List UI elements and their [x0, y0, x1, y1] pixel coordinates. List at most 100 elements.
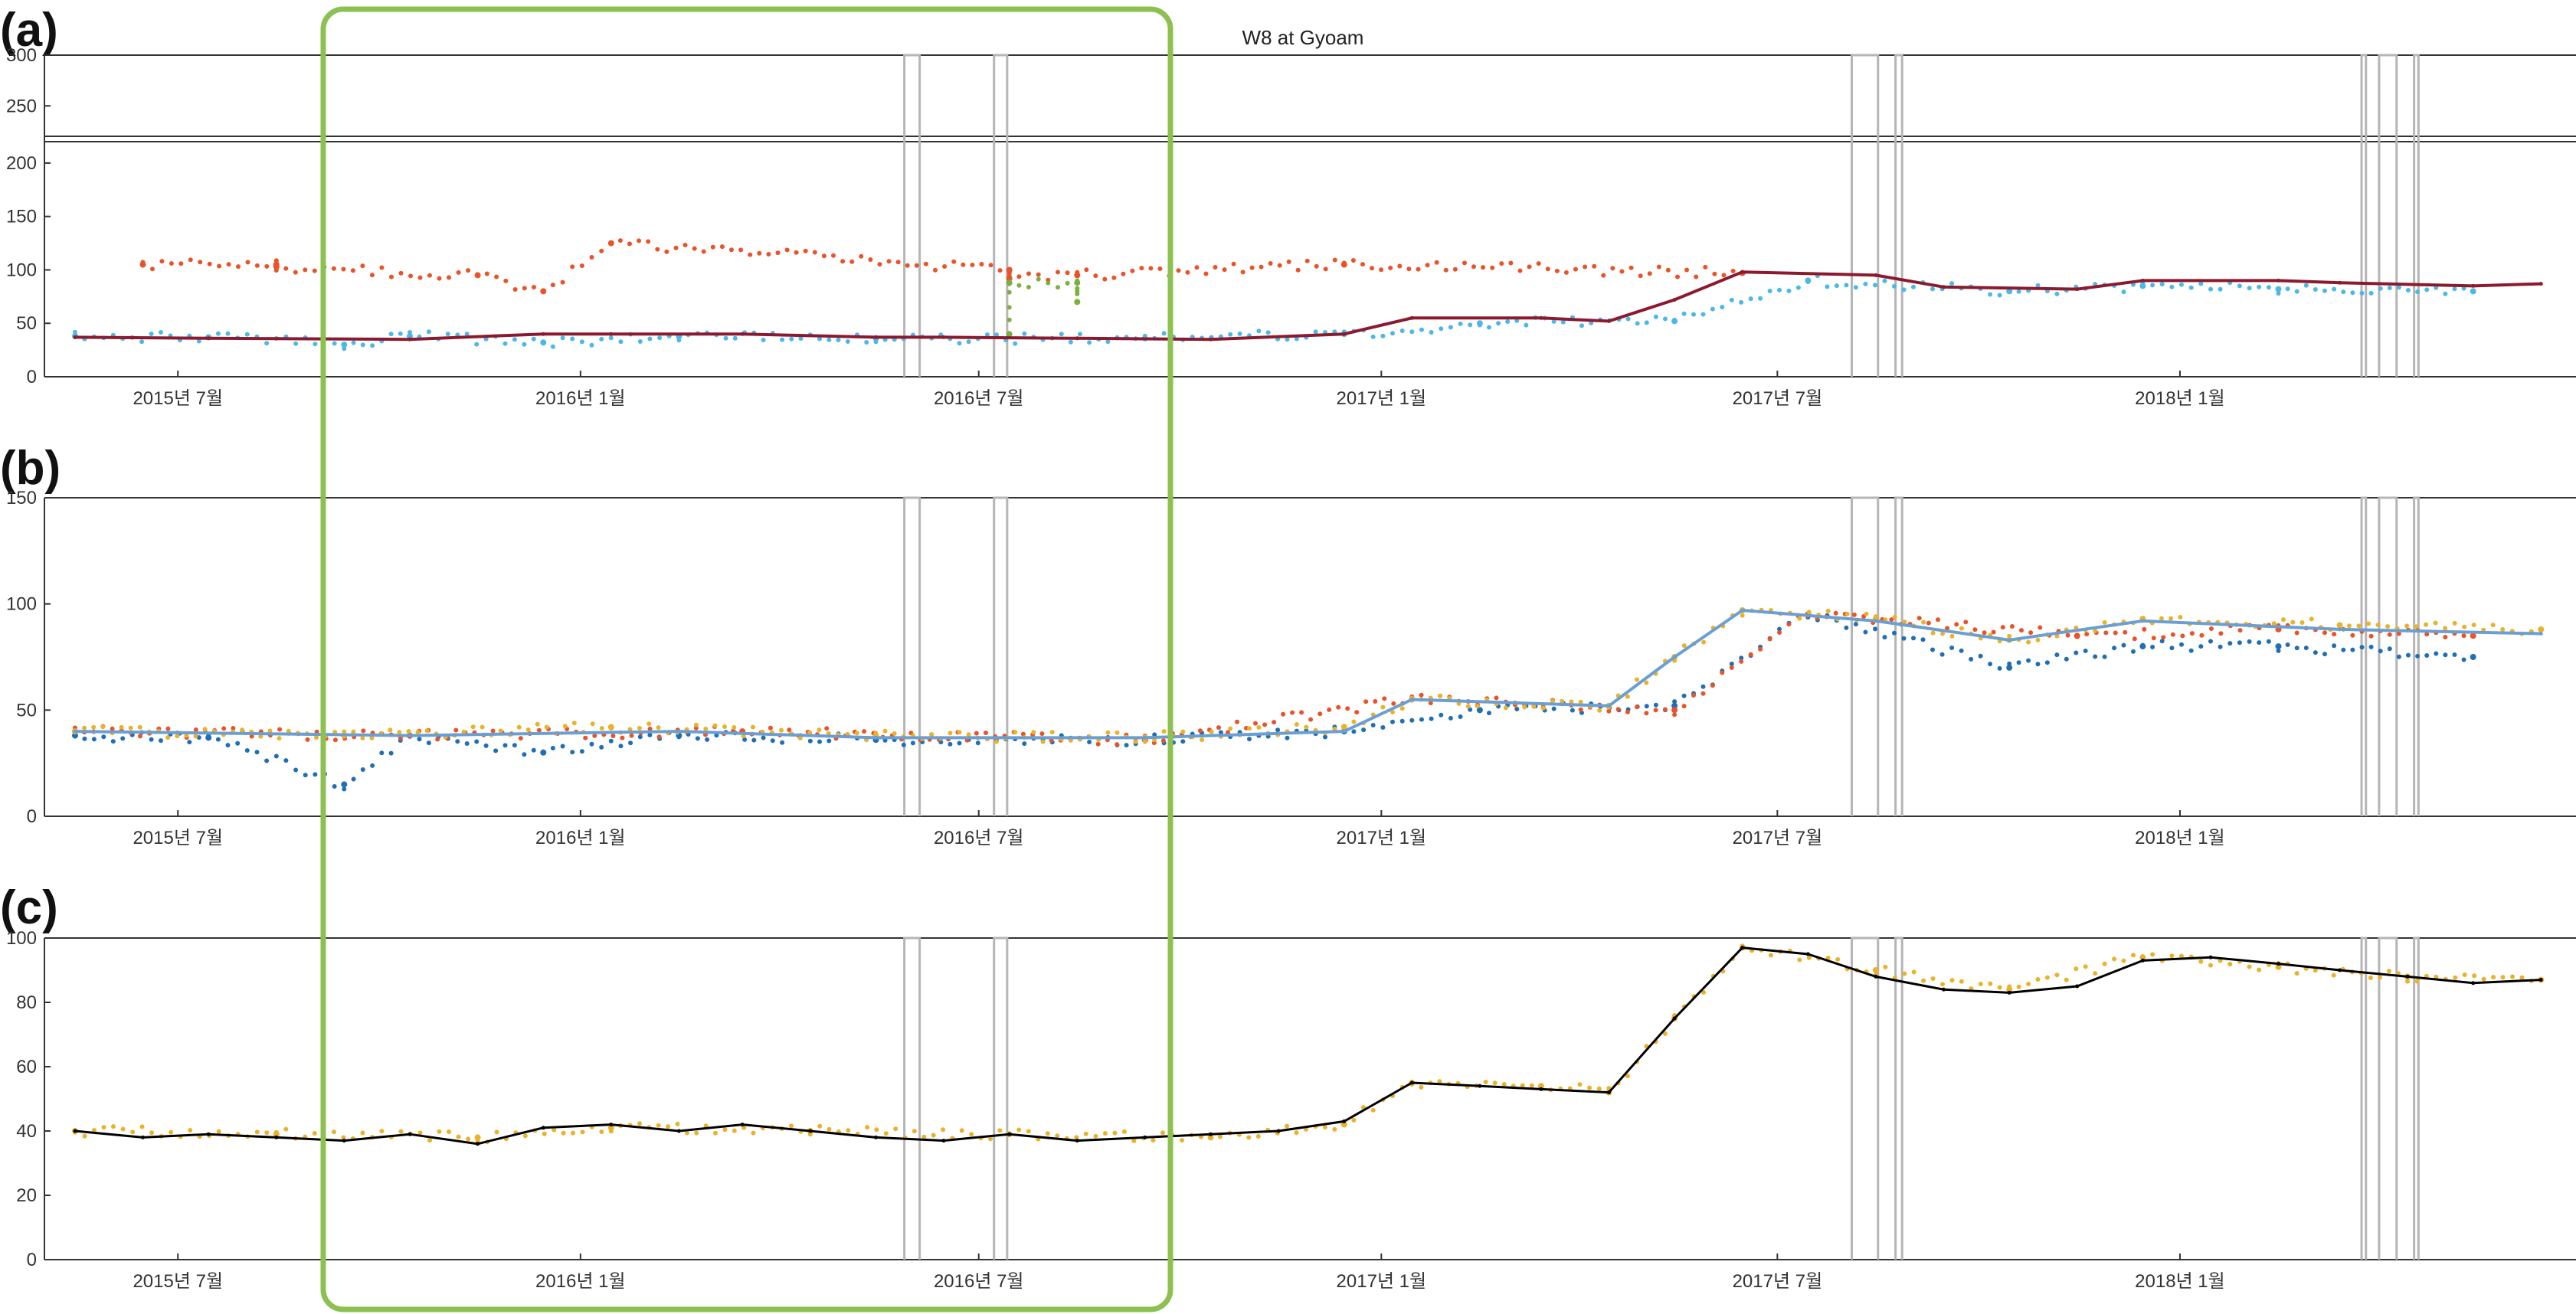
data-point [1635, 704, 1640, 710]
data-point [1844, 625, 1849, 630]
data-point [193, 734, 198, 739]
data-point [1083, 1131, 1088, 1136]
data-point [408, 330, 412, 335]
data-point [314, 735, 319, 740]
data-point [2000, 625, 2005, 630]
x-tick-label: 2016년 7월 [934, 1271, 1024, 1292]
data-point [656, 725, 661, 731]
data-point [73, 335, 77, 339]
data-point [2443, 652, 2448, 658]
data-point [1327, 707, 1332, 712]
data-point [874, 1135, 878, 1139]
data-point [398, 736, 403, 740]
data-point [2169, 953, 2175, 959]
data-point [722, 724, 727, 729]
data-point [2299, 620, 2305, 625]
data-point [111, 1124, 116, 1129]
data-point [2396, 631, 2401, 636]
y-tick-label: 150 [6, 488, 37, 508]
panel-label-c: (c) [0, 881, 58, 934]
data-point [264, 263, 270, 269]
data-point [751, 737, 757, 743]
data-point [1180, 729, 1186, 734]
data-point [1901, 287, 1907, 293]
missing-data-gap [2378, 54, 2398, 377]
missing-data-gap [2413, 936, 2420, 1260]
data-point [1539, 315, 1543, 320]
data-point [264, 758, 270, 763]
data-point [1597, 708, 1602, 713]
data-point [369, 735, 375, 740]
data-point [1102, 1131, 1108, 1136]
data-point [149, 1130, 155, 1136]
data-point [821, 253, 826, 259]
data-point [886, 259, 892, 264]
data-point [1317, 711, 1323, 717]
data-point [2054, 291, 2060, 296]
data-point [1644, 680, 1649, 685]
data-point [1286, 259, 1291, 264]
data-point [676, 734, 682, 740]
data-point [2266, 639, 2271, 644]
data-point [1508, 260, 1514, 266]
data-point [1075, 291, 1080, 296]
data-point [655, 247, 660, 252]
data-point [2139, 283, 2146, 289]
data-point [130, 1129, 136, 1135]
data-point [1075, 1139, 1079, 1143]
data-point [101, 1125, 106, 1130]
data-point [1429, 330, 1434, 335]
data-point [128, 725, 133, 731]
data-point [1277, 263, 1282, 268]
data-point [1853, 285, 1858, 290]
data-point [780, 740, 785, 745]
data-point [502, 341, 508, 346]
data-point [2035, 977, 2041, 982]
x-tick-label: 2016년 7월 [934, 828, 1024, 848]
data-point [2170, 632, 2175, 637]
data-point [1739, 299, 1744, 305]
data-point [342, 729, 347, 734]
data-point [2054, 972, 2060, 978]
data-point [1691, 312, 1696, 317]
data-point [2208, 963, 2213, 968]
data-point [2452, 652, 2457, 657]
data-point [1443, 267, 1448, 273]
data-point [874, 335, 878, 339]
x-tick-label: 2016년 1월 [535, 1271, 626, 1292]
data-point [2007, 661, 2012, 666]
data-point [2009, 624, 2015, 629]
data-point [2396, 285, 2401, 290]
data-point [912, 1129, 917, 1134]
data-point [1939, 652, 1945, 657]
data-point [215, 737, 221, 742]
data-point [1560, 698, 1565, 704]
data-point [2356, 623, 2362, 629]
data-point [1833, 610, 1838, 616]
data-point [475, 1139, 480, 1144]
data-point [312, 1131, 317, 1136]
data-point [1712, 271, 1717, 276]
data-point [216, 1129, 221, 1134]
data-point [608, 335, 614, 341]
data-point [561, 1130, 566, 1136]
y-tick-label: 100 [6, 260, 37, 280]
data-point [2257, 284, 2262, 289]
data-point [2378, 649, 2383, 654]
data-point [397, 730, 402, 735]
data-point [408, 1132, 412, 1136]
y-tick-label: 0 [27, 806, 37, 827]
data-point [2406, 652, 2411, 658]
data-point [2227, 962, 2233, 967]
data-point [1308, 717, 1314, 722]
data-point [979, 262, 984, 266]
data-point [1596, 1086, 1602, 1091]
data-point [1276, 1129, 1281, 1133]
data-point [235, 740, 241, 746]
data-point [589, 741, 594, 747]
data-point [1524, 322, 1529, 328]
data-point [599, 248, 604, 253]
data-point [1208, 1135, 1213, 1140]
data-point [1969, 656, 1974, 662]
data-point [1065, 270, 1070, 276]
